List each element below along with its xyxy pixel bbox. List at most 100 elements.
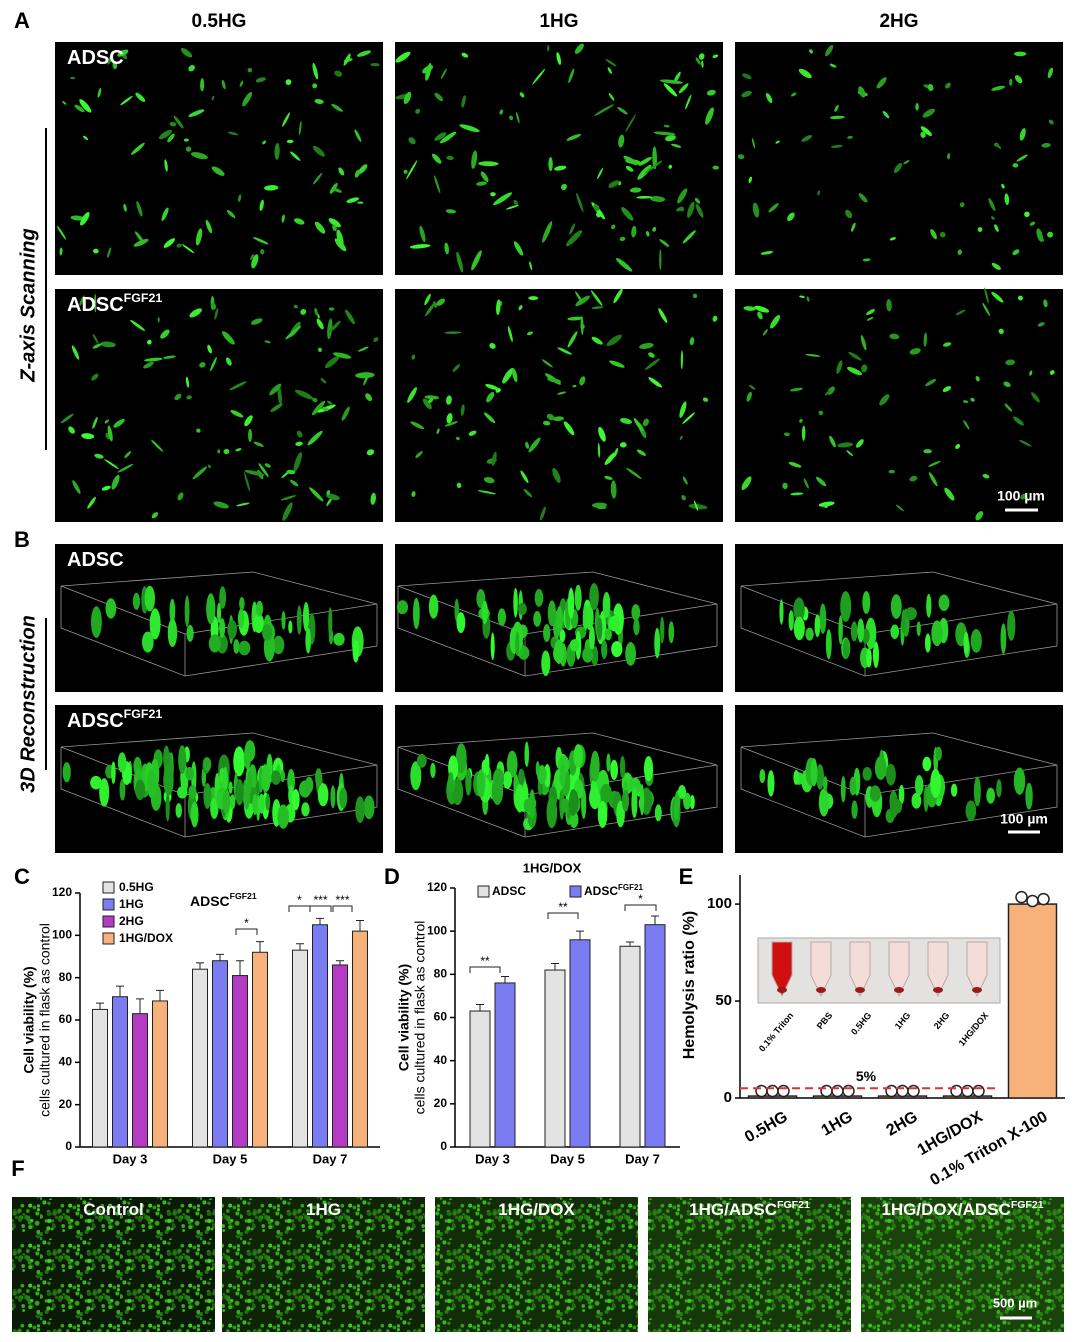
cell (274, 142, 280, 160)
legend-sup: FGF21 (618, 883, 643, 892)
error-bar (116, 985, 124, 997)
cell-3d (673, 799, 679, 820)
cell (211, 95, 215, 101)
cell (262, 140, 266, 145)
cell (1036, 228, 1043, 242)
cell (192, 466, 208, 480)
cell-3d (481, 600, 488, 625)
cell (446, 155, 454, 161)
cell-3d (515, 631, 520, 656)
cell (211, 166, 225, 176)
y-tick-label: 20 (59, 1097, 73, 1111)
scale-bar-label: 100 µm (1000, 811, 1048, 827)
legend-label: 1HG (119, 897, 144, 911)
cell-3d (523, 799, 531, 813)
image-label: 1HG/DOX/ADSCFGF21 (881, 1199, 1043, 1220)
cell (489, 343, 496, 349)
cell (799, 295, 805, 298)
cell-3d (518, 768, 525, 786)
cell-3d (304, 776, 314, 794)
cell (419, 225, 426, 243)
cell (461, 52, 469, 58)
cell-3d (581, 788, 587, 820)
cell (648, 377, 663, 388)
cell (60, 413, 74, 424)
cell-3d (296, 605, 302, 635)
cell (286, 469, 296, 475)
y-tick-label: 20 (434, 1096, 448, 1110)
cell (646, 230, 650, 237)
error-bar (651, 915, 659, 925)
y-axis-title: cells cultured in flask as control (412, 921, 428, 1115)
y-tick-label: 60 (59, 1012, 73, 1026)
legend-swatch (102, 898, 115, 911)
error-bar (156, 989, 164, 1001)
error-bar (356, 920, 364, 932)
cell-3d (585, 604, 594, 631)
scale-bar-label: 500 µm (993, 1295, 1037, 1310)
cell (847, 135, 853, 139)
significance-bracket (624, 904, 657, 911)
cell (62, 101, 67, 105)
cell (445, 209, 456, 214)
significance-label: *** (335, 893, 349, 907)
cell-3d (825, 629, 832, 660)
panel-letter: B (14, 527, 30, 552)
cell (357, 50, 371, 57)
cell (942, 342, 952, 347)
cell (847, 366, 863, 376)
cell (365, 393, 373, 402)
cell (619, 236, 626, 242)
cell (332, 352, 352, 359)
cell (244, 469, 265, 476)
significance-bracket (469, 966, 501, 973)
cell-3d (238, 640, 251, 656)
cell (608, 180, 620, 188)
cell (836, 360, 843, 374)
cell (801, 425, 806, 441)
cell-3d (261, 764, 271, 792)
significance-label: ** (558, 900, 568, 914)
cell-3d (1000, 623, 1007, 655)
cell (408, 137, 416, 145)
cell-3d (228, 781, 233, 794)
cell-3d (476, 769, 486, 798)
side-label: Z-axis Scanning (17, 228, 39, 382)
cell (135, 92, 146, 102)
cell (366, 449, 375, 456)
cell (345, 309, 355, 325)
cell (160, 329, 170, 339)
cell (403, 169, 408, 174)
cell (652, 226, 657, 232)
cell (354, 129, 362, 142)
cell-3d (926, 593, 932, 618)
cell (493, 192, 513, 206)
cell (1031, 392, 1040, 403)
cell (556, 52, 562, 65)
cell (604, 475, 613, 480)
cell-3d (606, 753, 611, 772)
cell (557, 347, 572, 355)
cell (123, 203, 127, 212)
cell (572, 384, 577, 388)
error-bar (296, 943, 304, 951)
cell (552, 416, 565, 422)
inset-label: PBS (815, 1010, 835, 1031)
cell (682, 230, 696, 244)
cell-3d (659, 616, 665, 644)
cell-3d (416, 753, 427, 768)
cell (341, 406, 350, 421)
cell-3d (930, 768, 941, 798)
cell-3d (625, 642, 637, 666)
inset-label: 0.1% Triton (757, 1010, 796, 1053)
density-overlay (861, 1197, 1064, 1332)
cell (513, 199, 519, 206)
cell (207, 344, 212, 354)
cell (280, 495, 297, 501)
cell-3d (456, 612, 466, 634)
cell (866, 309, 875, 315)
cell (712, 315, 718, 322)
cell (991, 291, 1004, 303)
cell (619, 418, 632, 424)
cell (879, 394, 890, 406)
